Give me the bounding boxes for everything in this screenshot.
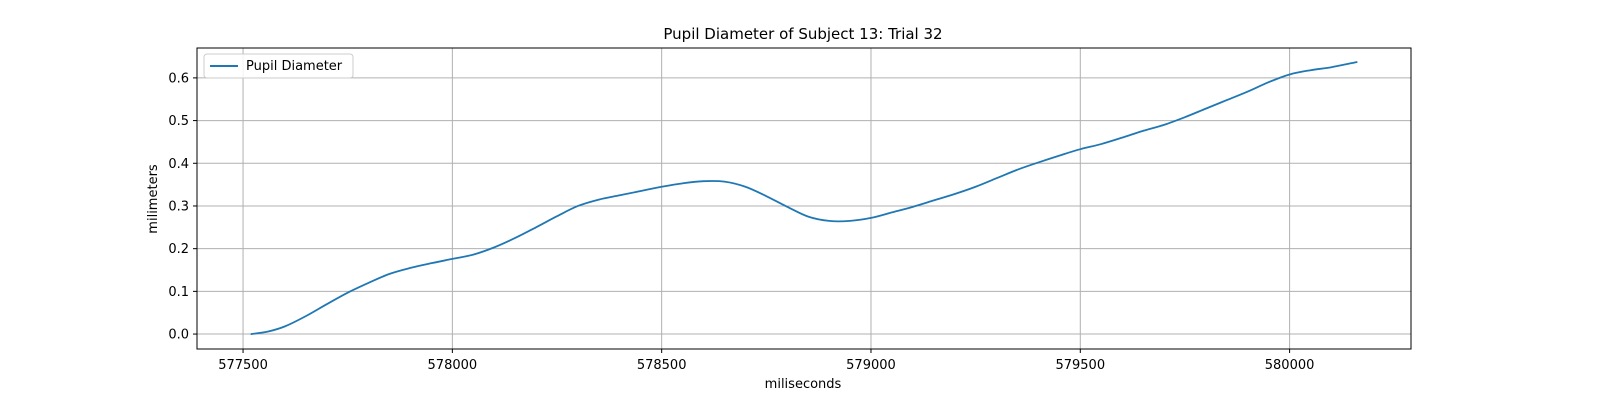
y-tick-label: 0.5 [168, 114, 189, 129]
y-tick-label: 0.4 [168, 157, 189, 172]
series-layer [250, 61, 1358, 335]
x-tick-label: 577500 [218, 358, 268, 373]
legend-label: Pupil Diameter [246, 59, 343, 74]
y-tick-label: 0.1 [168, 285, 189, 300]
y-axis-label: milimeters [146, 164, 161, 234]
x-axis-label: miliseconds [765, 377, 842, 392]
series-line-0 [250, 61, 1358, 335]
x-tick-label: 578500 [637, 358, 687, 373]
y-tick-label: 0.0 [168, 328, 189, 343]
grid [197, 48, 1411, 349]
y-tick-label: 0.3 [168, 199, 189, 214]
ticks: 577500 578000 578500 579000 579500 580000 0.0 0… [168, 71, 1314, 373]
x-tick-label: 579500 [1055, 358, 1105, 373]
plot-frame [196, 47, 1412, 350]
y-tick-label: 0.6 [168, 71, 189, 86]
chart-title: Pupil Diameter of Subject 13: Trial 32 [663, 25, 942, 43]
x-tick-label: 580000 [1265, 358, 1315, 373]
y-tick-label: 0.2 [168, 242, 189, 257]
x-tick-label: 578000 [428, 358, 478, 373]
legend: Pupil Diameter [203, 53, 354, 79]
x-tick-label: 579000 [846, 358, 896, 373]
legend-box [203, 53, 354, 79]
